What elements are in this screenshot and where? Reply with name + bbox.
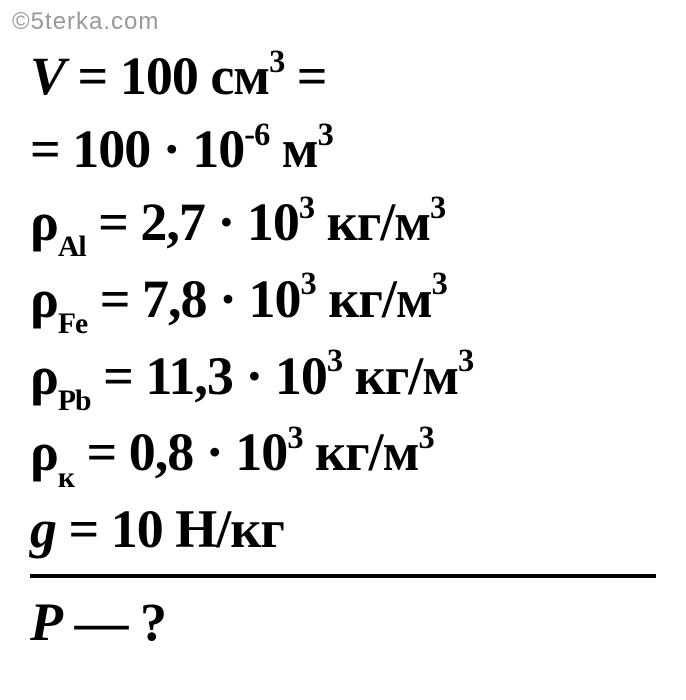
eq-6: =	[74, 422, 129, 482]
unit-1: см	[198, 46, 269, 106]
sup-2b: 3	[318, 117, 333, 153]
sup-4b: 3	[432, 266, 447, 302]
unit-7: Н/кг	[163, 499, 284, 559]
formula-content: V = 100 см3 = = 100 · 10-6 м3 ρAl = 2,7 …	[0, 0, 686, 659]
unit-6: кг/м	[303, 422, 419, 482]
line-volume-1: V = 100 см3 =	[30, 40, 656, 113]
line-rho-k: ρк = 0,8 · 103 кг/м3	[30, 416, 656, 493]
dash-8: —	[62, 592, 140, 652]
var-g: g	[30, 499, 56, 559]
sup-6a: 3	[287, 420, 302, 456]
sub-al: Al	[58, 231, 86, 263]
var-P: P	[30, 592, 62, 652]
unit-2: м	[269, 119, 317, 179]
question-mark: ?	[140, 592, 166, 652]
line-rho-fe: ρFe = 7,8 · 103 кг/м3	[30, 263, 656, 340]
unit-4: кг/м	[316, 269, 432, 329]
eq-3: =	[86, 192, 141, 252]
unit-3: кг/м	[314, 192, 430, 252]
val-7: 10	[111, 499, 163, 559]
val-2: 100 · 10	[72, 119, 244, 179]
sup-3a: 3	[299, 190, 314, 226]
eq-5: =	[91, 346, 146, 406]
horizontal-divider	[30, 574, 656, 578]
sup-6b: 3	[418, 420, 433, 456]
val-3: 2,7 · 10	[140, 192, 299, 252]
var-rho-pb: ρ	[30, 346, 58, 406]
sub-fe: Fe	[58, 308, 87, 340]
line-rho-al: ρAl = 2,7 · 103 кг/м3	[30, 186, 656, 263]
watermark-text: ©5terka.com	[12, 8, 159, 36]
sup-4a: 3	[301, 266, 316, 302]
sup-5b: 3	[458, 343, 473, 379]
unit-5: кг/м	[342, 346, 458, 406]
eq-7: =	[56, 499, 111, 559]
sub-pb: Pb	[58, 385, 91, 417]
val-1: 100	[120, 46, 198, 106]
val-6: 0,8 · 10	[129, 422, 288, 482]
eq-1: =	[65, 46, 120, 106]
sup-3b: 3	[430, 190, 445, 226]
line-rho-pb: ρPb = 11,3 · 103 кг/м3	[30, 340, 656, 417]
sup-2a: -6	[244, 117, 269, 153]
var-rho-fe: ρ	[30, 269, 58, 329]
line-g: g = 10 Н/кг	[30, 493, 656, 566]
var-V: V	[30, 46, 65, 106]
sup-1: 3	[269, 44, 284, 80]
line-volume-2: = 100 · 10-6 м3	[30, 113, 656, 186]
tail-1: =	[284, 46, 326, 106]
val-4: 7,8 · 10	[142, 269, 301, 329]
var-rho-al: ρ	[30, 192, 58, 252]
var-rho-k: ρ	[30, 422, 58, 482]
eq-2: =	[30, 119, 72, 179]
sup-5a: 3	[327, 343, 342, 379]
line-question: P — ?	[30, 586, 656, 659]
eq-4: =	[87, 269, 142, 329]
sub-k: к	[58, 462, 74, 494]
val-5: 11,3 · 10	[145, 346, 327, 406]
